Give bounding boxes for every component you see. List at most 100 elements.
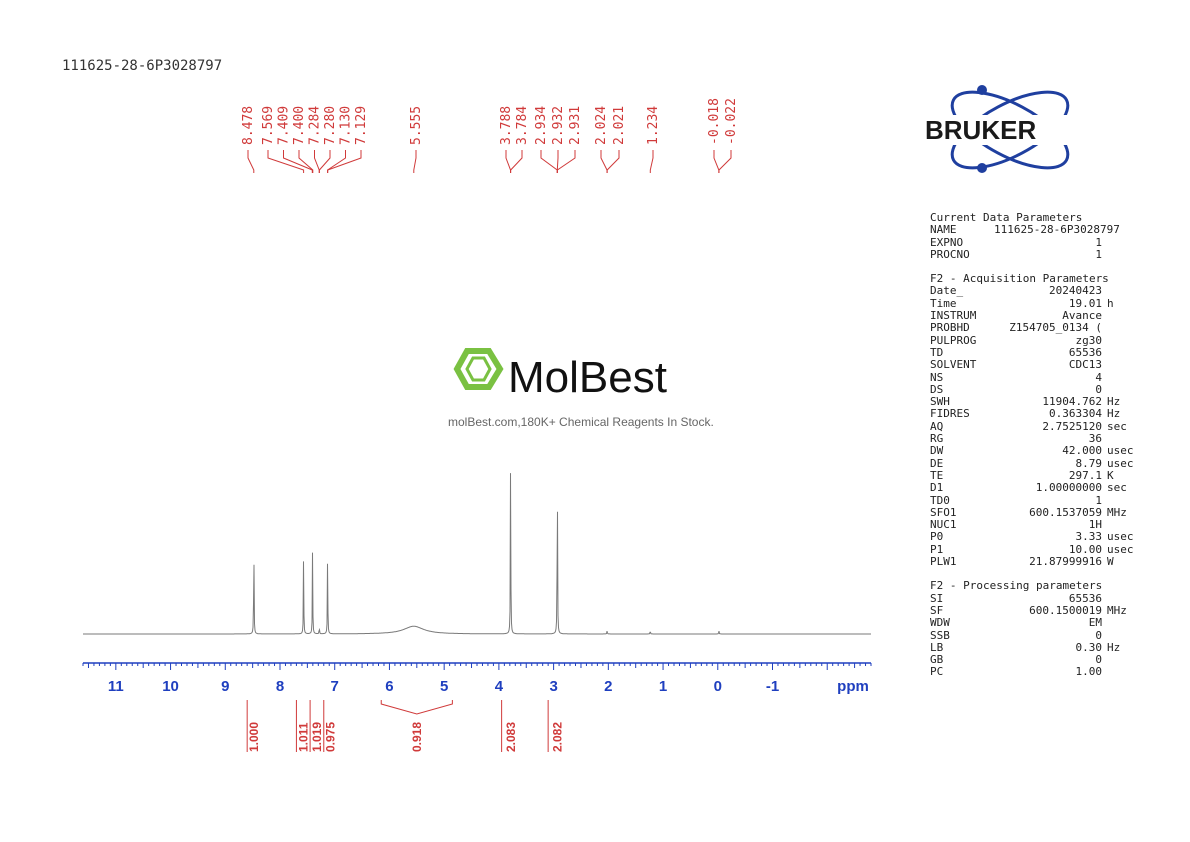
parameter-value: 1 — [1095, 247, 1102, 261]
parameter-key: PROBHD — [930, 321, 970, 335]
parameter-row: PULPROG zg30 — [930, 334, 1134, 347]
parameter-row: DW 42.000 usec — [930, 444, 1134, 458]
bruker-logo-text: BRUKER — [925, 115, 1036, 145]
parameter-key: NUC1 — [930, 518, 957, 532]
parameter-value: Avance — [1062, 309, 1102, 323]
parameter-row: TD 65536 — [930, 345, 1134, 359]
parameter-key: SFO1 — [930, 505, 957, 519]
parameter-row: AQ 2.7525120 sec — [930, 420, 1134, 433]
parameter-unit: Hz — [1107, 395, 1121, 409]
parameter-value: EM — [1088, 616, 1102, 630]
parameter-section: F2 - Processing parameters SI 65536 SF 600.1… — [930, 579, 1134, 679]
parameter-value: 600.1537059 — [1029, 505, 1102, 519]
bruker-logo: BRUKER — [922, 85, 1098, 173]
x-axis: 11 10 9 8 7 6 5 4 3 2 1 0 -1 ppm — [82, 662, 872, 695]
parameter-unit: Hz — [1107, 640, 1121, 654]
parameter-value: 65536 — [1068, 345, 1102, 359]
integral-label: 1.019 — [310, 722, 324, 752]
tick-label: 4 — [495, 678, 504, 695]
peak-leader-line — [283, 150, 313, 173]
tick-label: 7 — [331, 678, 339, 695]
parameter-value: 0 — [1095, 653, 1102, 667]
peak-leader-line — [606, 150, 620, 173]
peak-label: 2.932 — [551, 106, 566, 145]
parameter-value: 600.1500019 — [1029, 603, 1102, 617]
parameter-key: D1 — [930, 481, 944, 495]
parameter-value: 1.00 — [1075, 665, 1103, 679]
parameter-unit: K — [1107, 468, 1114, 482]
peak-labels: 8.478 7.569 7.409 7.400 7.284 7.280 7.130 7.129… — [241, 98, 739, 173]
parameter-key: SWH — [930, 395, 950, 409]
peak-leader-line — [600, 150, 608, 173]
peak-label: -0.018 — [707, 98, 722, 145]
peak-leader-line — [314, 150, 320, 173]
sample-title: 111625-28-6P3028797 — [62, 58, 223, 74]
peak-leader-line — [413, 150, 417, 173]
tick-label: 8 — [276, 678, 284, 695]
parameter-key: DE — [930, 456, 944, 470]
peak-label: 2.931 — [568, 106, 583, 145]
parameter-row: SI 65536 — [930, 592, 1134, 605]
tick-label: 6 — [385, 678, 393, 695]
parameter-unit — [1102, 310, 1107, 322]
parameter-unit — [1102, 335, 1107, 347]
parameter-section: F2 - Acquisition Parameters Date_ 20240423… — [930, 272, 1134, 568]
integral-label: 0.975 — [324, 722, 338, 752]
peak-label: -0.022 — [724, 98, 739, 145]
integral-label: 1.011 — [296, 722, 310, 752]
parameter-row: INSTRUM Avance — [930, 309, 1134, 323]
parameter-unit — [1102, 630, 1107, 642]
parameter-value: 111625-28-6P3028797 — [994, 223, 1120, 237]
parameter-value: 42.000 — [1062, 444, 1102, 458]
parameter-row: Time 19.01 h — [930, 296, 1134, 310]
integrals: 1.000 1.011 1.019 0.975 0.918 2.083 2.082 — [246, 700, 565, 752]
parameter-row: SSB 0 — [930, 629, 1134, 642]
parameter-section-heading: Current Data Parameters — [930, 211, 1083, 224]
spectrum — [83, 473, 871, 635]
peak-leader-line — [556, 150, 576, 173]
parameter-row: NS 4 — [930, 371, 1134, 384]
parameter-row: NAME 111625-28-6P3028797 — [930, 223, 1134, 237]
tick-label: -1 — [766, 678, 779, 695]
parameter-section-heading: F2 - Processing parameters — [930, 579, 1103, 593]
integral-bracket — [380, 700, 453, 715]
parameter-key: EXPNO — [930, 235, 964, 249]
parameter-key: RG — [930, 432, 944, 446]
parameter-row: P0 3.33 usec — [930, 531, 1134, 544]
parameter-value: 297.1 — [1068, 468, 1102, 482]
parameter-unit: usec — [1107, 456, 1134, 470]
parameter-unit — [1102, 224, 1107, 236]
peak-label: 5.555 — [409, 106, 424, 145]
spectrum-line — [83, 473, 871, 635]
parameter-value: 20240423 — [1049, 284, 1102, 298]
peak-label: 7.280 — [323, 106, 338, 145]
integral-label: 1.000 — [247, 722, 261, 752]
parameter-value: 36 — [1088, 432, 1102, 446]
parameter-unit: Hz — [1107, 407, 1121, 421]
parameter-unit — [1102, 666, 1107, 678]
parameter-section: Current Data Parameters NAME 111625-28-6P3… — [930, 211, 1134, 261]
tick-label: 10 — [162, 678, 179, 695]
tick-label: 0 — [714, 678, 722, 695]
parameter-unit: sec — [1107, 481, 1127, 495]
peak-label: 2.934 — [534, 106, 549, 145]
parameter-row: PC 1.00 — [930, 665, 1134, 679]
parameter-row: DE 8.79 usec — [930, 456, 1134, 470]
parameter-value: Z154705_0134 ( — [1009, 321, 1102, 335]
parameter-row: GB 0 — [930, 653, 1134, 667]
peak-label: 7.130 — [339, 106, 354, 145]
parameter-key: TE — [930, 468, 944, 482]
parameter-key: Date_ — [930, 284, 964, 298]
parameter-unit — [1102, 285, 1107, 297]
parameter-unit: h — [1107, 296, 1114, 310]
peak-leader-line — [718, 150, 732, 173]
peak-leader-line — [505, 150, 511, 173]
parameter-unit — [1102, 372, 1107, 384]
parameter-value: CDC13 — [1068, 358, 1102, 372]
peak-label: 7.284 — [308, 106, 323, 145]
parameter-unit — [1102, 249, 1107, 261]
parameter-unit: MHz — [1107, 505, 1127, 519]
parameter-unit: MHz — [1107, 603, 1127, 617]
parameter-value: 11904.762 — [1042, 395, 1102, 409]
